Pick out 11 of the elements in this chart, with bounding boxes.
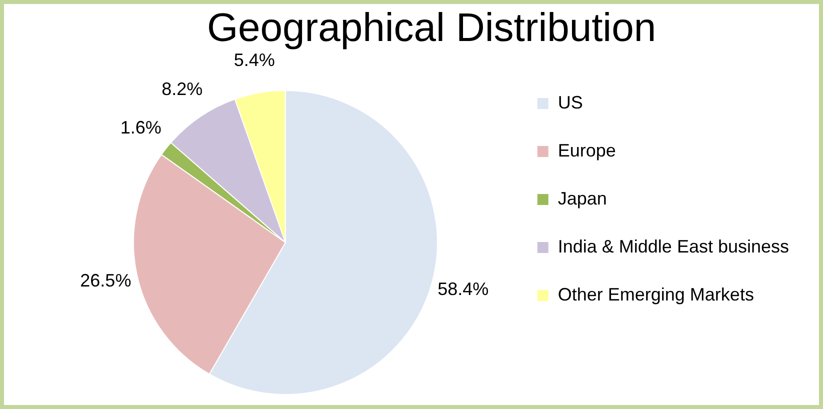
legend-label: US	[558, 92, 583, 112]
legend-label: Europe	[558, 140, 616, 160]
data-label: 58.4%	[438, 279, 489, 300]
data-label: 1.6%	[120, 118, 162, 138]
chart-title: Geographical Distribution	[206, 6, 656, 50]
legend-label: India & Middle East business	[558, 236, 790, 256]
data-label: 8.2%	[162, 79, 203, 100]
data-label: 26.5%	[80, 270, 132, 291]
legend-label: Other Emerging Markets	[558, 284, 754, 304]
legend-label: Japan	[558, 188, 607, 208]
data-label: 5.4%	[234, 50, 275, 70]
